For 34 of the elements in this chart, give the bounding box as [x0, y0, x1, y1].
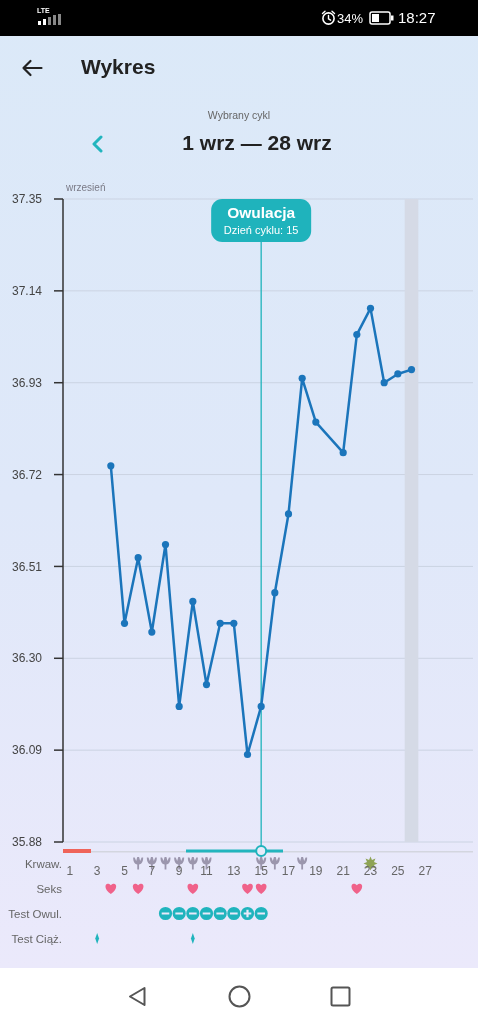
y-tick-label: 37.14 [11, 284, 43, 299]
x-tick-label: 13 [227, 863, 241, 878]
text: wrzesień [66, 182, 106, 193]
y-tick-label: 36.09 [11, 743, 43, 758]
x-tick-label: 23 [363, 863, 378, 878]
y-tick-label: 37.35 [11, 192, 43, 207]
y-tick-label: Seks [36, 882, 63, 895]
annotation: Dzień cyklu: 15 [223, 224, 299, 236]
y-tick-label: 36.30 [11, 651, 43, 666]
x-tick-label: 3 [93, 863, 101, 878]
y-tick-label: Test Ciąż. [11, 932, 62, 945]
x-tick-label: 21 [336, 863, 351, 878]
x-tick-label: 7 [148, 863, 156, 878]
x-tick-label: 9 [175, 863, 183, 878]
x-tick-label: 25 [391, 863, 405, 878]
ref-line-label: Owulacja [227, 204, 296, 221]
y-tick-label: 36.51 [11, 559, 43, 574]
y-tick-label: 36.93 [11, 375, 43, 390]
x-tick-label: 19 [309, 863, 323, 878]
x-tick-label: 15 [254, 863, 269, 878]
chart-title: Wykres [81, 55, 156, 79]
x-tick-label: 5 [121, 863, 129, 878]
y-tick-label: Krwaw. [24, 857, 62, 870]
y-tick-label: 36.72 [11, 467, 43, 482]
text: 1 wrz — 28 wrz [181, 131, 333, 155]
y-tick-label: 35.88 [11, 835, 43, 850]
x-tick-label: 17 [281, 863, 296, 878]
text: 18:27 [398, 9, 436, 26]
x-tick-label: 1 [66, 863, 74, 878]
x-tick-label: 27 [418, 863, 433, 878]
y-tick-label: Test Owul. [8, 907, 62, 920]
text: 34% [337, 11, 364, 26]
chart-subtitle: Wybrany cykl [206, 109, 272, 121]
x-tick-label: 11 [200, 863, 214, 878]
